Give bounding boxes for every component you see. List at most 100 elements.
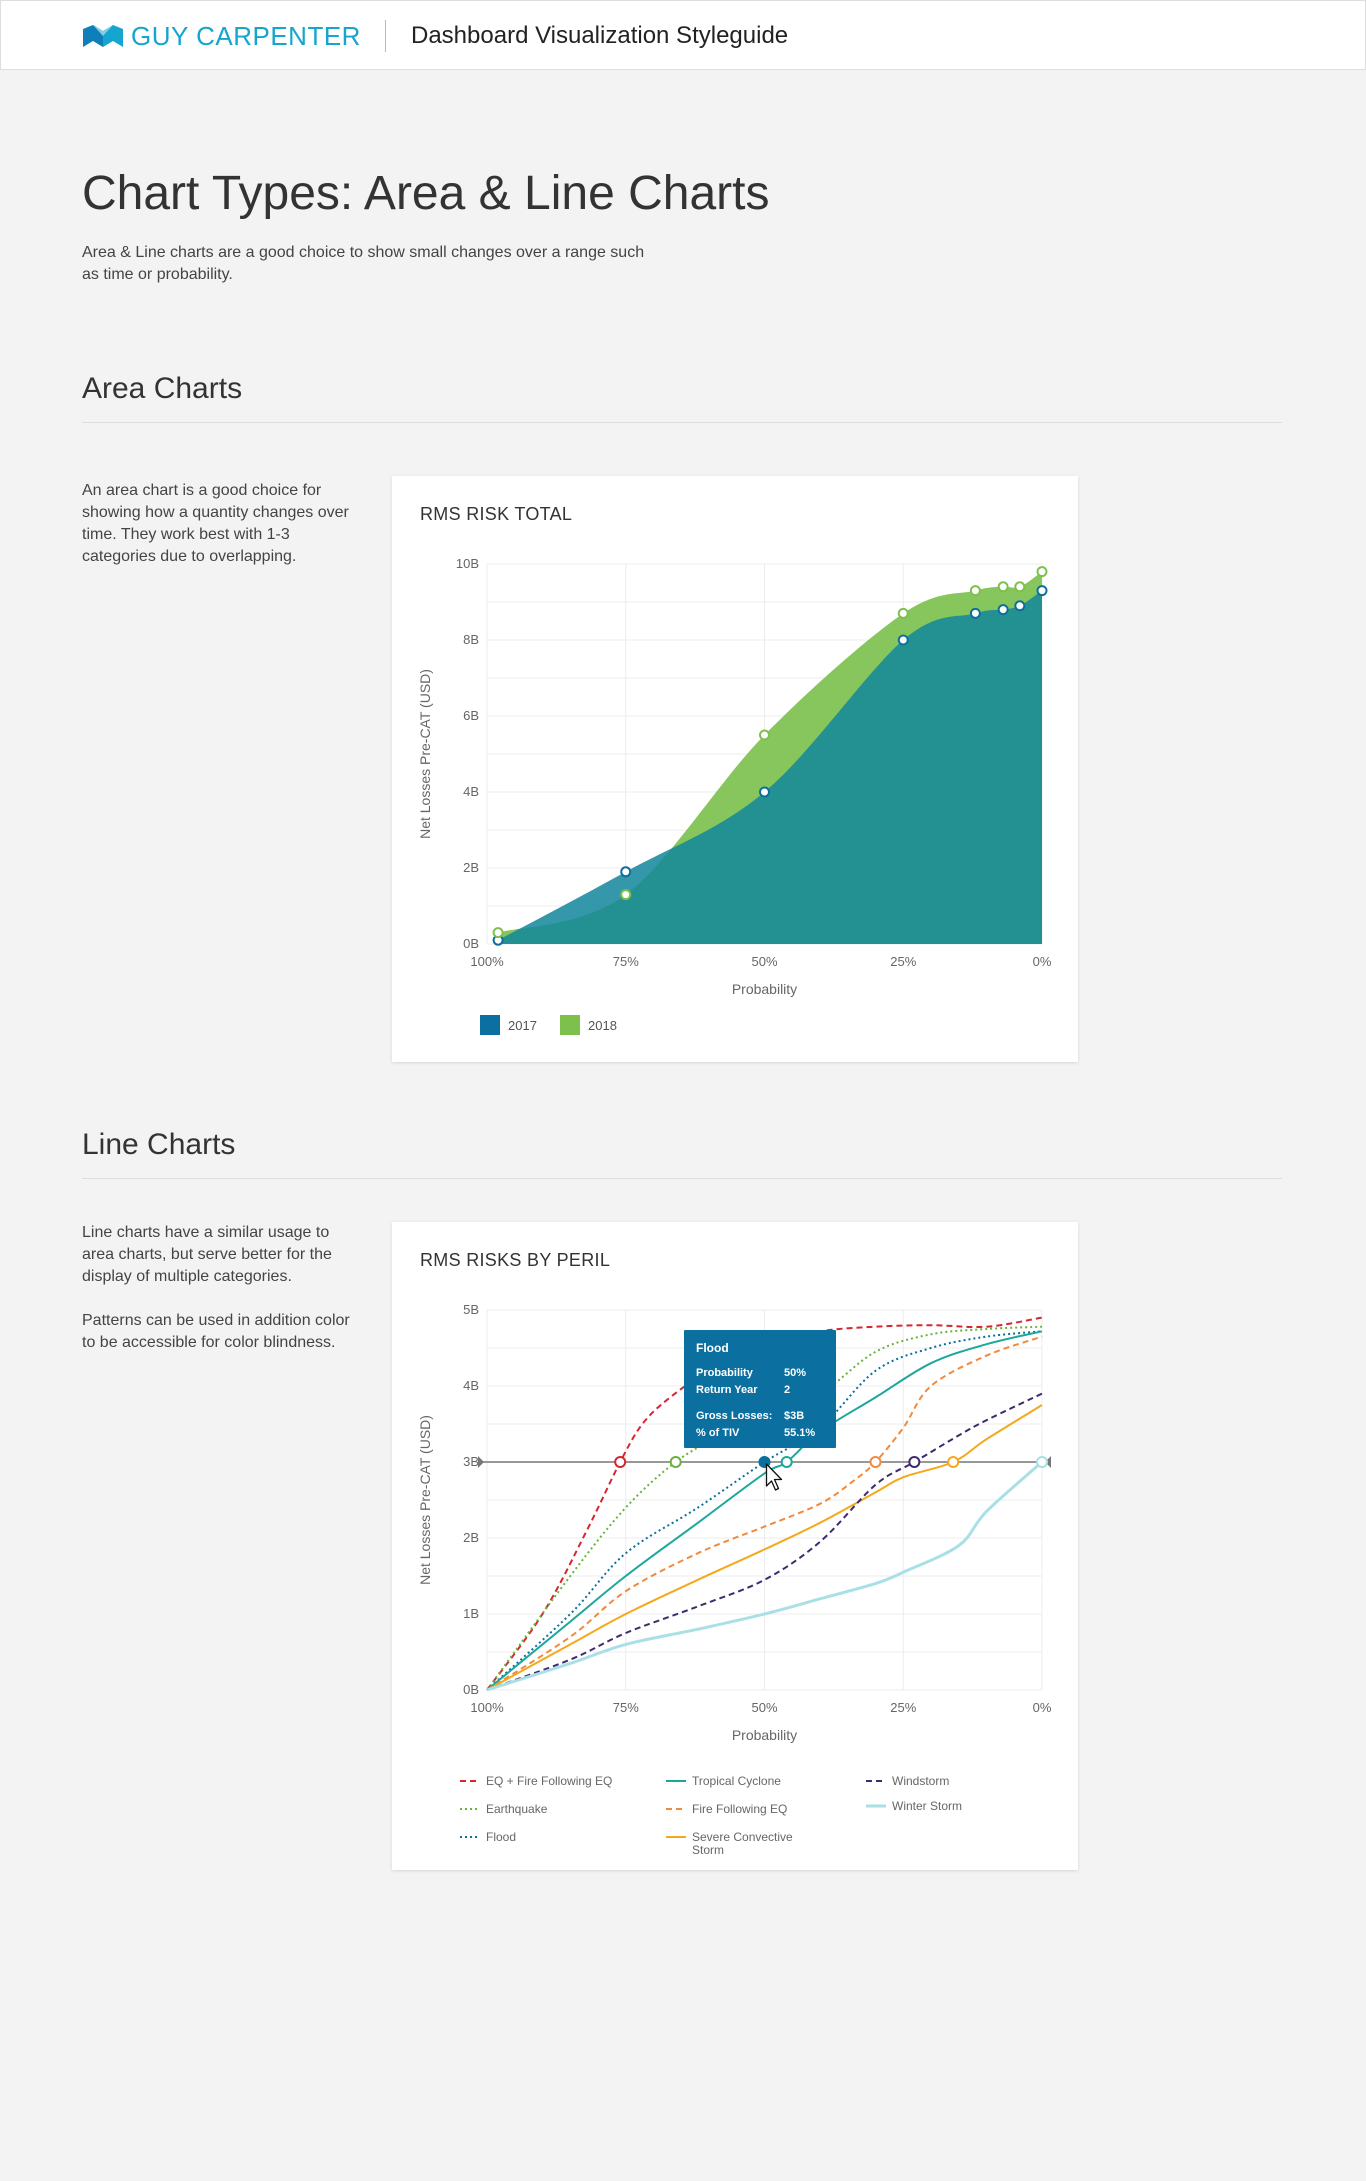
line-chart-card: RMS RISKS BY PERIL 0B 1B 2B 3B 4B 5B 100% 75% 50…: [392, 1222, 1078, 1870]
area-chart-card: RMS RISK TOTAL 0B 2B 4B 6B 8B 10B 100% 75% 50% 25…: [392, 476, 1078, 1062]
area-legend-label-2018: 2018: [588, 1018, 617, 1033]
area-point-2017: [897, 634, 909, 646]
line-tooltip-row-value: 50%: [784, 1367, 806, 1379]
area-point-2018: [759, 729, 770, 741]
line-series-severe-convective-storm: [486, 1404, 1043, 1691]
line-y-axis-label: Net Losses Pre-CAT (USD): [417, 1415, 433, 1585]
line-y-tick-label: 2B: [463, 1530, 479, 1545]
line-y-tick-label: 4B: [463, 1378, 479, 1393]
line-chart: 0B 1B 2B 3B 4B 5B 100% 75% 50% 25% 0% Probability Ne…: [417, 1302, 1052, 1857]
crosshair-left-handle-icon: [478, 1456, 484, 1468]
line-legend-label-tropical-cyclone: Tropical Cyclone: [692, 1774, 781, 1788]
brand-logo[interactable]: GUY CARPENTER: [83, 21, 361, 51]
line-legend-label-severe-convective-storm: Severe Convective Storm: [692, 1830, 793, 1857]
area-legend-label-2017: 2017: [508, 1018, 537, 1033]
line-x-tick-label: 75%: [613, 1700, 639, 1715]
line-y-tick-label: 0B: [463, 1682, 479, 1697]
area-point-2018: [1036, 566, 1048, 578]
area-point-2018: [969, 585, 981, 597]
header-title: Dashboard Visualization Styleguide: [411, 22, 789, 49]
area-y-tick-label: 6B: [463, 708, 479, 723]
line-tooltip-row-label: % of TIV: [696, 1427, 740, 1439]
line-section-description: Line charts have a similar usage to area…: [82, 1222, 362, 1354]
line-tooltip-box: [684, 1330, 836, 1448]
line-series-windstorm: [486, 1392, 1043, 1691]
area-point-2017: [620, 866, 632, 878]
line-legend-label-earthquake: Earthquake: [486, 1802, 548, 1816]
area-y-axis-label: Net Losses Pre-CAT (USD): [417, 669, 433, 839]
page-description: Area & Line charts are a good choice to …: [82, 244, 645, 283]
line-y-tick-label: 5B: [463, 1302, 479, 1317]
line-x-tick-label: 25%: [890, 1700, 916, 1715]
line-x-axis-label: Probability: [732, 1727, 797, 1743]
area-point-2017: [1014, 600, 1026, 612]
header-divider: [385, 20, 386, 52]
line-marker-windstorm: [908, 1456, 921, 1468]
line-series-flood: [486, 1330, 1043, 1691]
line-tooltip-row-value: 55.1%: [784, 1427, 815, 1439]
area-point-2017: [759, 786, 770, 798]
line-tooltip: Flood Probability 50% Return Year 2 Gross Los…: [684, 1330, 836, 1448]
area-section-description: An area chart is a good choice for showi…: [82, 482, 349, 565]
line-tooltip-row-label: Gross Losses:: [696, 1410, 772, 1422]
line-tooltip-row-label: Return Year: [696, 1384, 758, 1396]
area-point-2017: [997, 604, 1009, 616]
line-section-description-2: Patterns can be used in addition color t…: [82, 1312, 350, 1351]
line-marker-severe-convective-storm: [947, 1456, 960, 1468]
area-point-2018: [897, 607, 909, 619]
area-y-tick-label: 0B: [463, 936, 479, 951]
line-marker-fire-following-eq: [869, 1456, 882, 1468]
area-x-tick-label: 0%: [1033, 954, 1052, 969]
line-y-tick-label: 1B: [463, 1606, 479, 1621]
area-point-2018: [1014, 581, 1026, 593]
area-point-2017: [969, 607, 981, 619]
line-legend-label-eq-fire-following-eq: EQ + Fire Following EQ: [486, 1774, 612, 1788]
line-legend-label-winter-storm: Winter Storm: [892, 1799, 962, 1813]
line-section-description-1: Line charts have a similar usage to area…: [82, 1224, 332, 1285]
line-x-tick-label: 0%: [1033, 1700, 1052, 1715]
area-y-tick-label: 8B: [463, 632, 479, 647]
mouse-cursor-icon: [765, 1463, 783, 1491]
line-series-tropical-cyclone: [486, 1330, 1043, 1691]
area-x-tick-label: 50%: [751, 954, 777, 969]
line-section-title: Line Charts: [82, 1128, 236, 1161]
line-tooltip-row-label: Probability: [696, 1367, 754, 1379]
line-marker-eq-fire-following-eq: [614, 1456, 627, 1468]
area-legend-swatch-2018: [560, 1015, 580, 1035]
area-x-tick-label: 100%: [470, 954, 504, 969]
area-point-2018: [997, 581, 1009, 593]
area-chart: 0B 2B 4B 6B 8B 10B 100% 75% 50% 25% 0% Probability N…: [417, 556, 1052, 1035]
area-section-title: Area Charts: [82, 372, 243, 405]
line-section-divider: [82, 1178, 1282, 1179]
line-tooltip-row-value: 2: [784, 1384, 790, 1396]
line-legend-label-windstorm: Windstorm: [892, 1774, 949, 1788]
line-legend-label-flood: Flood: [486, 1830, 516, 1844]
area-y-tick-label: 2B: [463, 860, 479, 875]
area-point-2018: [492, 927, 504, 939]
line-tooltip-row-value: $3B: [784, 1410, 804, 1422]
line-tooltip-title: Flood: [696, 1341, 729, 1355]
area-y-tick-label: 10B: [456, 556, 479, 571]
top-header: GUY CARPENTER Dashboard Visualization St…: [0, 0, 1366, 70]
area-x-tick-label: 75%: [613, 954, 639, 969]
area-point-2017: [1036, 585, 1048, 597]
page-title: Chart Types: Area & Line Charts: [82, 167, 770, 220]
area-x-axis-label: Probability: [732, 981, 797, 997]
area-x-tick-label: 25%: [890, 954, 916, 969]
line-legend-label-fire-following-eq: Fire Following EQ: [692, 1802, 787, 1816]
brand-name: GUY CARPENTER: [131, 20, 361, 51]
brand-mark-icon: [83, 25, 123, 47]
area-point-2018: [620, 889, 632, 901]
line-marker-tropical-cyclone: [780, 1456, 793, 1468]
line-x-tick-label: 100%: [470, 1700, 504, 1715]
area-chart-title: RMS RISK TOTAL: [420, 504, 573, 524]
area-y-tick-label: 4B: [463, 784, 479, 799]
line-marker-earthquake: [669, 1456, 682, 1468]
line-x-tick-label: 50%: [751, 1700, 777, 1715]
line-y-tick-label: 3B: [463, 1454, 479, 1469]
line-series-winter-storm: [486, 1460, 1043, 1692]
line-chart-title: RMS RISKS BY PERIL: [420, 1250, 611, 1270]
area-legend-swatch-2017: [480, 1015, 500, 1035]
area-section-divider: [82, 422, 1282, 423]
area-series-2017: [498, 590, 1043, 944]
